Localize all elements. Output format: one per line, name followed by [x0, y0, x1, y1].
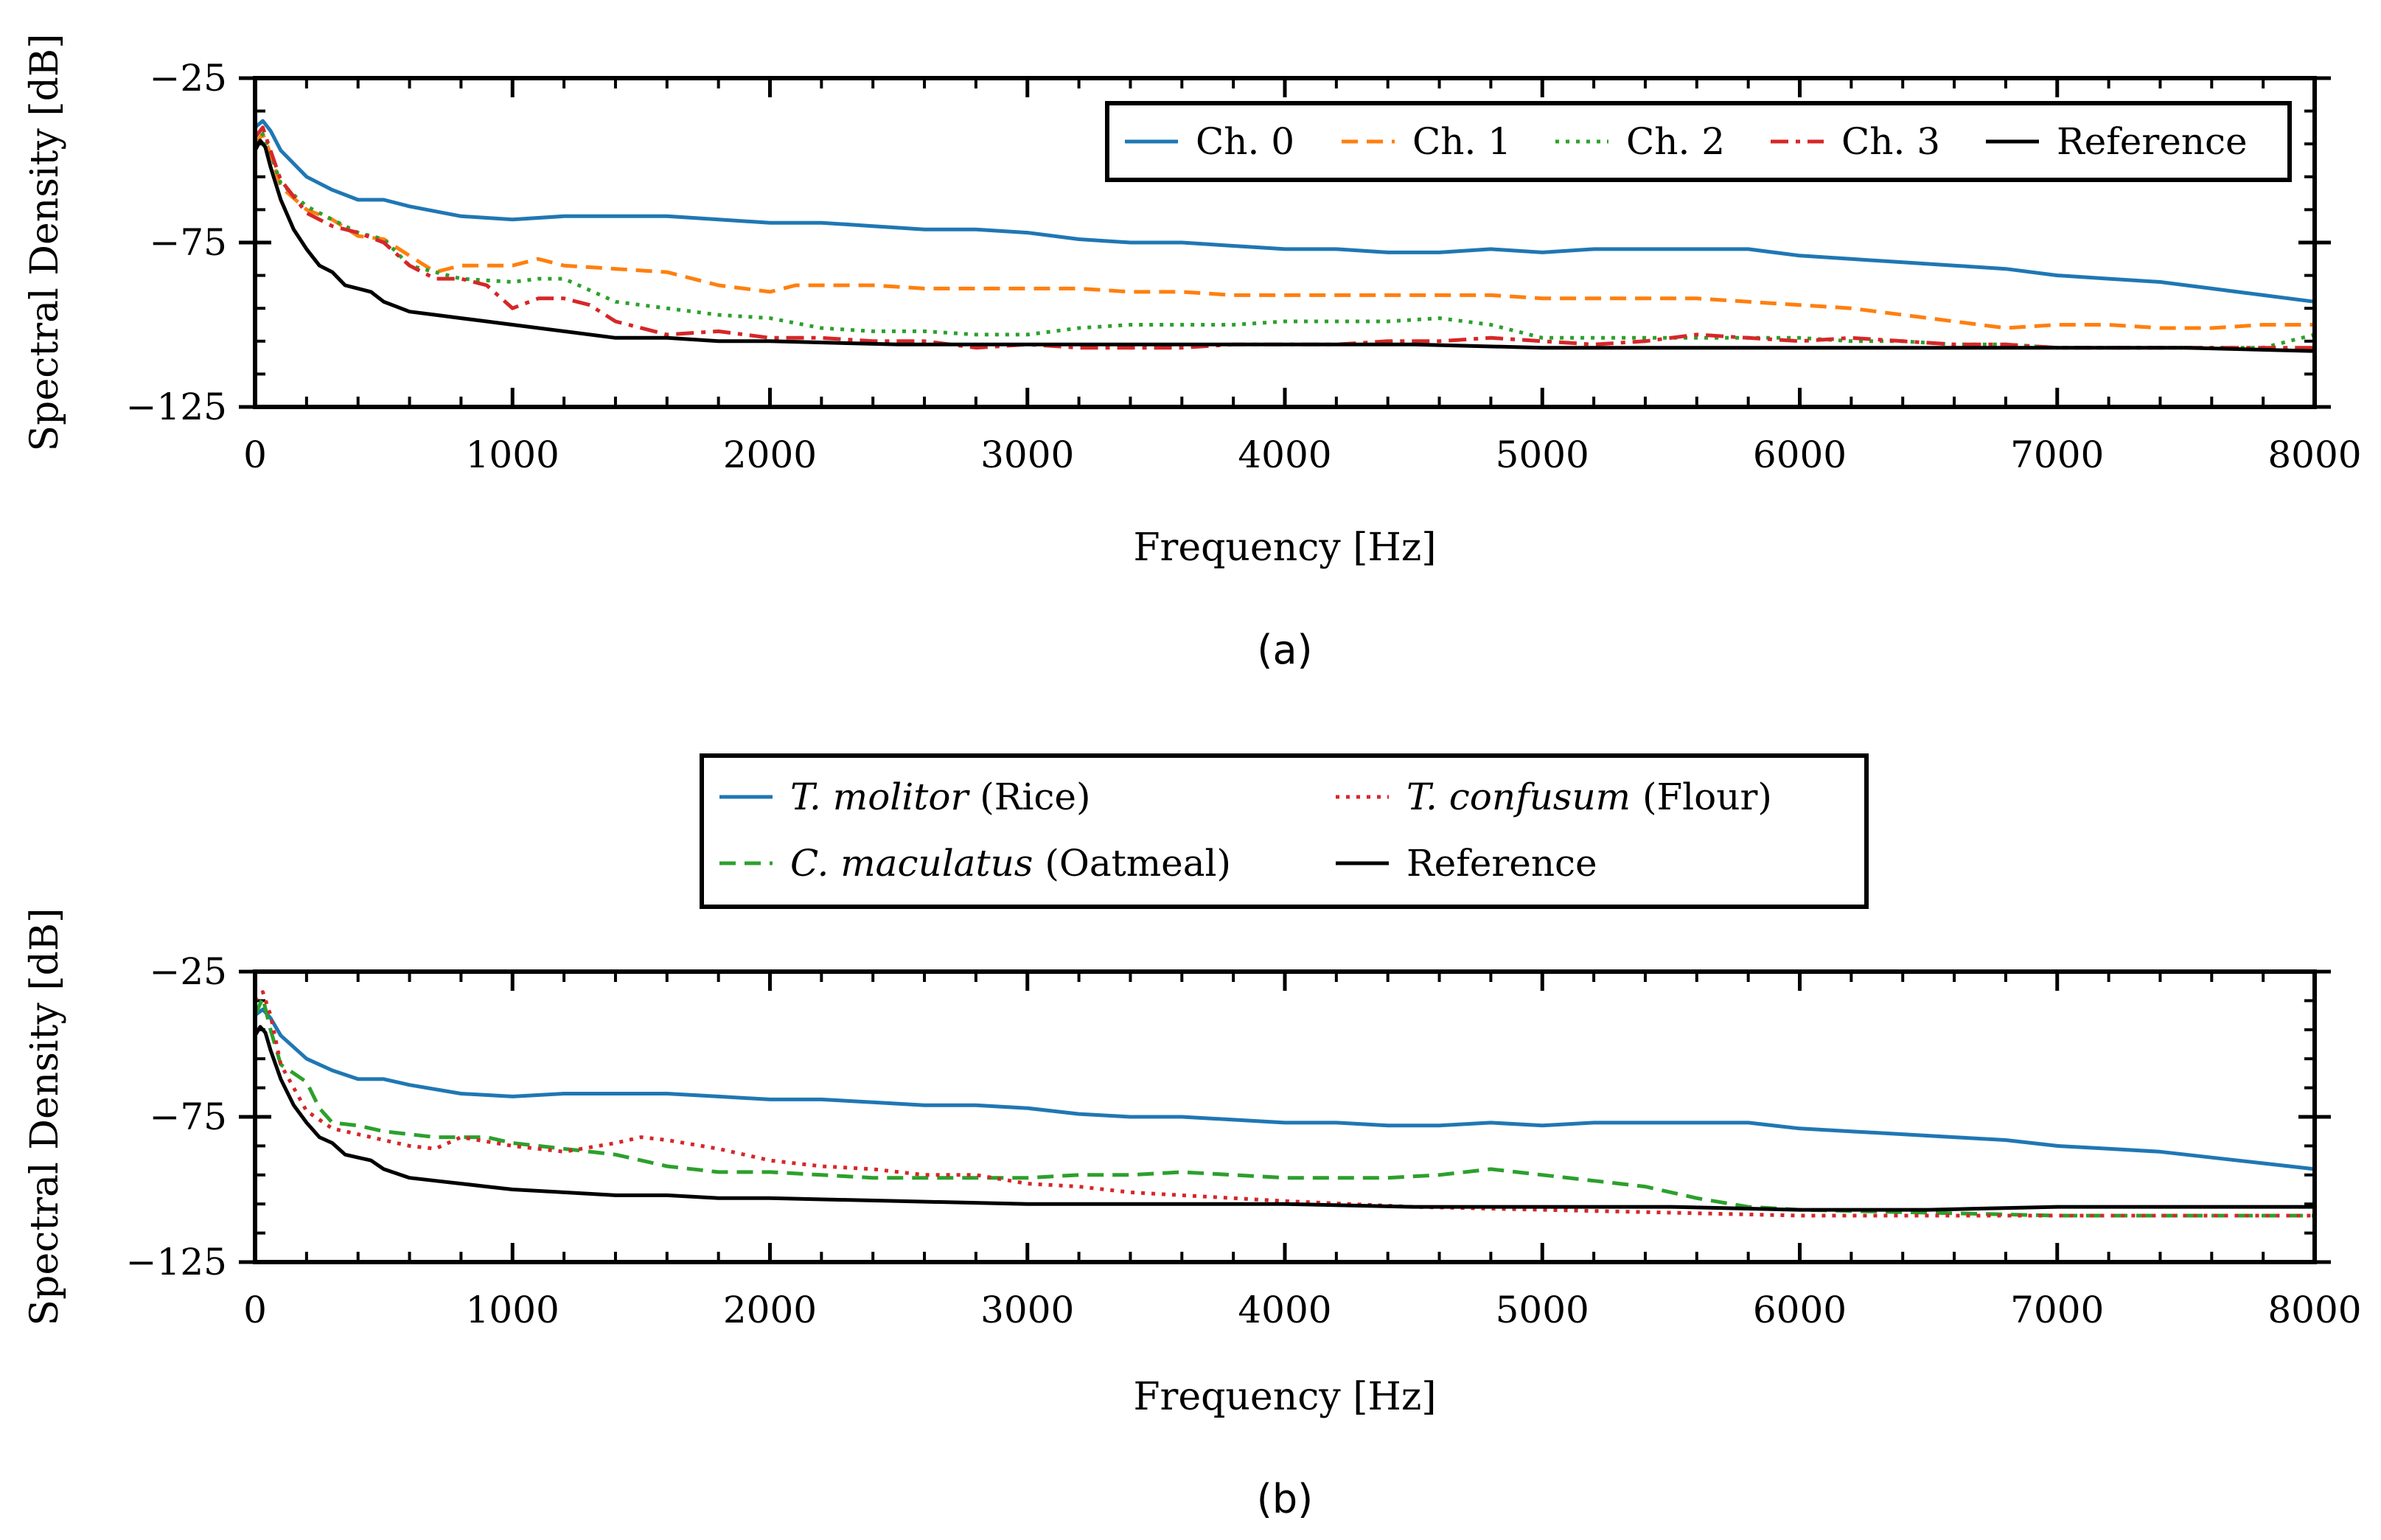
- plot-frame-b: [253, 969, 2317, 1264]
- y-tick-label: −25: [149, 57, 227, 100]
- x-tick-label: 0: [243, 433, 267, 476]
- series-line: [253, 1025, 2317, 1212]
- legend-label-medium: Reference: [1406, 842, 1597, 885]
- legend-b: T. molitor (Rice) C. maculatus (Oatmeal) T…: [700, 753, 1869, 909]
- x-tick-label: 7000: [2010, 433, 2104, 476]
- legend-box: [700, 753, 1869, 909]
- y-tick-label: −125: [126, 1241, 227, 1283]
- panel-label-b: (b): [1257, 1476, 1313, 1522]
- chart-panel-a: 0 1000 2000 3000 4000 5000 6000 7000 8000 −25 −75 −…: [23, 34, 2362, 673]
- series-lines-b: [253, 990, 2317, 1218]
- series-line: [254, 990, 2315, 1218]
- legend-label: Ch. 0: [1196, 120, 1294, 163]
- x-tick-label: 4000: [1238, 1289, 1331, 1331]
- y-tick-label: −125: [126, 386, 227, 428]
- legend-label: Ch. 2: [1626, 120, 1725, 163]
- legend-box: [1105, 101, 2292, 182]
- y-tick-label: −25: [149, 950, 227, 993]
- legend-label: C. maculatus (Oatmeal): [790, 842, 1231, 885]
- x-tick-label: 3000: [980, 433, 1074, 476]
- panel-label-a: (a): [1257, 627, 1312, 673]
- legend-label: Ch. 3: [1841, 120, 1940, 163]
- x-tick-label: 3000: [980, 1289, 1074, 1331]
- legend-label: T. confusum (Flour): [1406, 776, 1772, 818]
- legend-label-species: T. molitor: [790, 776, 970, 818]
- x-tick-label: 1000: [466, 433, 559, 476]
- x-tick-label: 2000: [723, 433, 817, 476]
- series-line: [253, 1007, 2317, 1171]
- legend-label: T. molitor (Rice): [790, 776, 1091, 818]
- legend-label-medium: (Flour): [1631, 776, 1772, 818]
- y-tick-label: −75: [149, 1095, 227, 1138]
- x-tick-label: 8000: [2267, 433, 2361, 476]
- plot-frame-a: [253, 76, 2317, 409]
- x-tick-label: 2000: [723, 1289, 817, 1331]
- x-tick-label: 5000: [1496, 433, 1589, 476]
- tick-labels-a: 0 1000 2000 3000 4000 5000 6000 7000 8000 −25 −75 −…: [126, 57, 2362, 476]
- x-tick-label: 1000: [466, 1289, 559, 1331]
- x-tick-label: 8000: [2267, 1289, 2361, 1331]
- series-lines-a: [253, 119, 2317, 353]
- x-tick-label: 6000: [1753, 1289, 1847, 1331]
- legend-label-species: T. confusum: [1406, 776, 1631, 818]
- x-tick-label: 0: [243, 1289, 267, 1331]
- legend-label: Reference: [2057, 120, 2248, 163]
- axis-ticks-b: [239, 969, 2331, 1264]
- series-line: [253, 119, 2317, 304]
- series-line: [253, 139, 2317, 353]
- chart-panel-b: 0 1000 2000 3000 4000 5000 6000 7000 8000 −25 −75 −…: [23, 753, 2362, 1522]
- legend-label: Ch. 1: [1412, 120, 1511, 163]
- series-line: [254, 132, 2315, 350]
- x-tick-label: 6000: [1753, 433, 1847, 476]
- series-line: [253, 996, 2315, 1218]
- x-tick-label: 4000: [1238, 433, 1331, 476]
- legend-label-species: C. maculatus: [790, 842, 1033, 885]
- x-tick-label: 7000: [2010, 1289, 2104, 1331]
- series-line: [254, 132, 2315, 330]
- tick-labels-b: 0 1000 2000 3000 4000 5000 6000 7000 8000 −25 −75 −…: [126, 950, 2362, 1331]
- y-axis-title-b: Spectral Density [dB]: [23, 908, 67, 1326]
- y-axis-title-a: Spectral Density [dB]: [23, 34, 67, 452]
- y-tick-label: −75: [149, 221, 227, 264]
- legend-a: Ch. 0 Ch. 1 Ch. 2 Ch. 3 Reference: [1105, 101, 2292, 182]
- legend-label: Reference: [1406, 842, 1597, 885]
- legend-label-medium: (Rice): [968, 776, 1090, 818]
- legend-label-medium: (Oatmeal): [1033, 842, 1231, 885]
- x-axis-title-b: Frequency [Hz]: [1133, 1375, 1436, 1419]
- x-tick-label: 5000: [1496, 1289, 1589, 1331]
- x-axis-title-a: Frequency [Hz]: [1133, 526, 1436, 570]
